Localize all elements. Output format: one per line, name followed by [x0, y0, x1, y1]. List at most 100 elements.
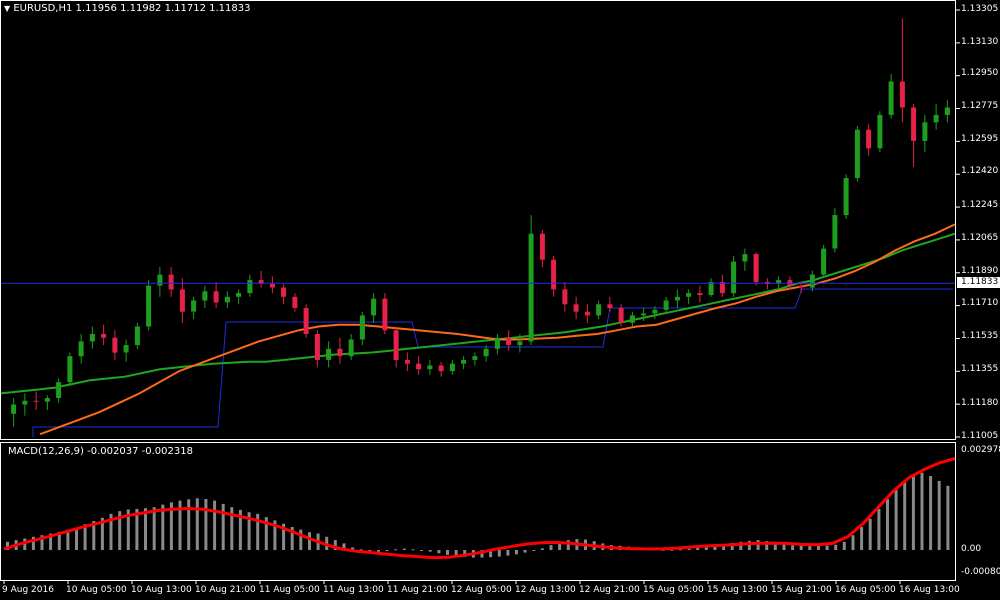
macd-histogram-bar: [264, 517, 268, 550]
bull-candle: [877, 114, 883, 149]
bear-candle: [911, 107, 917, 141]
bear-candle: [101, 334, 107, 338]
macd-plot: [3, 457, 956, 560]
macd-histogram-bar: [31, 536, 35, 550]
macd-histogram-bar: [290, 527, 294, 550]
macd-histogram-bar: [696, 547, 700, 550]
bull-candle: [742, 254, 748, 262]
bear-candle: [33, 400, 39, 402]
bull-candle: [596, 304, 602, 316]
bear-candle: [719, 282, 725, 294]
macd-histogram-bar: [6, 541, 9, 550]
bull-candle: [247, 280, 253, 294]
bear-candle: [213, 291, 219, 303]
bull-candle: [517, 341, 523, 346]
bull-candle: [359, 315, 365, 340]
macd-histogram-bar: [463, 550, 467, 557]
macd-histogram-bar: [842, 541, 846, 550]
macd-histogram-bar: [851, 535, 855, 550]
bear-candle: [866, 129, 872, 149]
macd-histogram-bar: [359, 549, 363, 551]
bull-candle: [224, 296, 230, 303]
macd-histogram-bar: [532, 550, 536, 551]
macd-histogram-bar: [420, 550, 424, 551]
macd-histogram-bar: [946, 485, 950, 550]
bear-candle: [899, 81, 905, 108]
macd-histogram-bar: [549, 545, 553, 550]
bear-candle: [382, 298, 388, 331]
bull-candle: [776, 280, 782, 284]
bear-candle: [539, 233, 545, 260]
bull-candle: [652, 309, 658, 314]
bull-candle: [674, 296, 680, 301]
macd-histogram-bar: [342, 543, 346, 550]
bull-candle: [731, 261, 737, 294]
price-pane[interactable]: [0, 0, 956, 440]
macd-histogram-bar: [782, 544, 786, 550]
macd-histogram-bar: [722, 544, 726, 550]
bull-candle: [629, 315, 635, 323]
macd-histogram-bar: [540, 548, 544, 550]
macd-histogram-bar: [877, 508, 881, 550]
time-tick-label: 11 Aug 21:00: [387, 585, 448, 595]
bull-candle: [809, 274, 815, 288]
dropdown-triangle-icon[interactable]: ▼: [4, 4, 11, 13]
bull-candle: [494, 337, 500, 349]
macd-histogram-bar: [911, 474, 915, 550]
bull-candle: [832, 215, 838, 249]
macd-histogram-bar: [825, 545, 829, 550]
bull-candle: [854, 129, 860, 178]
macd-histogram-bar: [817, 546, 820, 550]
macd-histogram-bar: [704, 546, 708, 550]
time-tick-label: 11 Aug 05:00: [259, 585, 320, 595]
macd-histogram-bar: [799, 545, 803, 550]
macd-histogram-bar: [713, 545, 717, 550]
price-tick-label: 1.11180: [961, 398, 999, 408]
bear-candle: [506, 337, 512, 346]
macd-tick-label: -0.000802: [961, 567, 1000, 577]
time-tick-label: 10 Aug 05:00: [66, 585, 127, 595]
macd-histogram-bar: [247, 512, 251, 550]
macd-histogram-bar: [497, 550, 501, 557]
macd-histogram-bar: [135, 508, 139, 550]
bull-candle: [44, 398, 50, 402]
symbol-header[interactable]: ▼ EURUSD,H1 1.11956 1.11982 1.11712 1.11…: [4, 3, 250, 15]
bull-candle: [56, 382, 62, 398]
macd-histogram-bar: [161, 504, 165, 550]
axis-ticks: [3, 9, 960, 584]
macd-histogram-bar: [791, 545, 795, 550]
bull-candle: [888, 81, 894, 115]
time-tick-label: 12 Aug 13:00: [515, 585, 576, 595]
macd-histogram-bar: [920, 472, 924, 550]
macd-histogram-bar: [385, 550, 389, 551]
bull-candle: [472, 356, 478, 360]
macd-histogram-bar: [454, 550, 458, 556]
bull-candle: [821, 248, 827, 275]
bear-candle: [269, 283, 275, 288]
macd-histogram-bar: [903, 480, 907, 550]
bull-candle: [371, 298, 377, 316]
bear-candle: [179, 289, 185, 312]
price-tick-label: 1.12420: [961, 166, 999, 176]
macd-histogram-bar: [515, 550, 518, 555]
bull-candle: [933, 114, 939, 123]
macd-histogram-bar: [747, 540, 751, 550]
macd-histogram-bar: [402, 548, 406, 550]
macd-histogram-bar: [178, 500, 182, 550]
macd-histogram-bar: [299, 529, 303, 550]
macd-histogram-bar: [739, 541, 743, 550]
bear-candle: [281, 287, 287, 297]
bull-candle: [843, 178, 849, 216]
bear-candle: [584, 311, 590, 316]
time-tick-label: 15 Aug 05:00: [643, 585, 704, 595]
time-tick-label: 16 Aug 13:00: [899, 585, 960, 595]
bull-candle: [202, 291, 208, 301]
macd-histogram-bar: [523, 550, 527, 553]
bear-candle: [551, 259, 557, 290]
macd-histogram-bar: [100, 517, 104, 550]
macd-histogram-bar: [118, 511, 122, 550]
macd-histogram-bar: [368, 550, 372, 551]
bull-candle: [686, 293, 692, 297]
macd-histogram-bar: [929, 476, 933, 550]
